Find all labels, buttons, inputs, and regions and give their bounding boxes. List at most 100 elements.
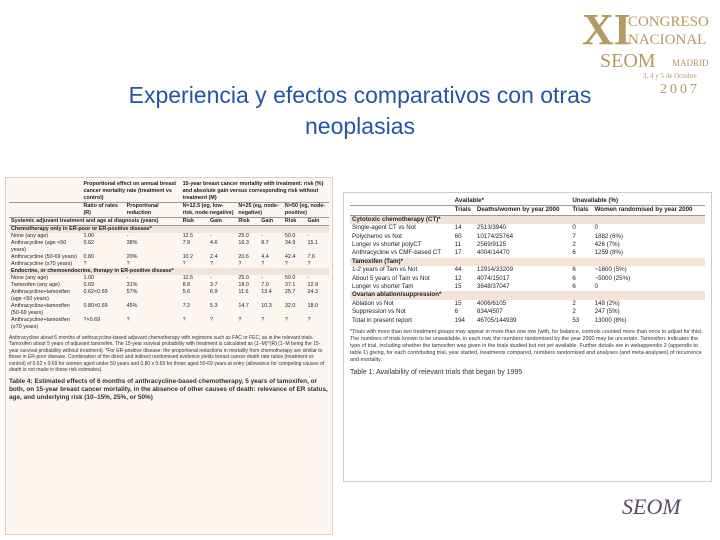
table-cell: 2 — [572, 241, 576, 249]
table-cell: ? — [284, 261, 288, 267]
table-cell: 14.7 — [238, 303, 249, 309]
table-row: Anthracycline (age <50 years) 0.62 38% 7.9 4… — [9, 240, 329, 254]
table-row: Single-agent CT vs Not 14 2513/3940 0 0 — [350, 224, 705, 232]
header-cell — [350, 205, 453, 216]
header-cell — [9, 202, 82, 218]
header-cell — [9, 181, 82, 203]
header-cell: Available* — [452, 197, 571, 207]
table-cell: 31% — [126, 282, 138, 288]
header-cell: Proportional effect on annual breast can… — [81, 181, 181, 203]
table-cell: ? — [83, 261, 87, 267]
table-cell: Longer vs shorter Tam — [352, 283, 414, 291]
table-cell: 5.3 — [209, 303, 218, 309]
table-cell: ? — [209, 261, 213, 267]
table-cell: 57% — [126, 289, 138, 295]
table-cell: 6 — [572, 266, 576, 274]
header-cell: Unavailable (%) — [570, 197, 705, 207]
section-row: Chemotherapy only in ER-poor or ER-posit… — [9, 225, 329, 233]
table-cell: 18.0 — [238, 282, 249, 288]
table-cell: - — [209, 275, 212, 281]
logo-city: MADRID — [672, 58, 709, 68]
table-cell: ? — [182, 261, 186, 267]
table-cell: 38% — [126, 240, 138, 246]
table-cell: 1259 (8%) — [594, 249, 624, 257]
table-row: Anthracycline vs CMF-based CT 17 4004/1447… — [350, 249, 705, 257]
table-cell: - — [209, 233, 212, 239]
table-cell: - — [261, 233, 264, 239]
table-cell: 6.9 — [209, 289, 218, 295]
table-cell: ? — [238, 317, 242, 323]
header-cell: Women randomised by year 2000 — [592, 205, 705, 216]
header-cell: Systemic adjuvant treatment and age at d… — [9, 217, 181, 226]
table-footnote: *Trials with more than two treatment gro… — [350, 329, 704, 364]
table-row: Longer vs shorter polyCT 11 2569/9125 2 426 … — [350, 241, 705, 249]
table-cell: 1-2 years of Tam vs Not — [352, 266, 418, 274]
table-cell: 11 — [454, 241, 462, 249]
table-cell: 16.3 — [238, 240, 249, 246]
table-cell: 0.62×0.69 — [83, 289, 108, 295]
table-cell: 0.69 — [83, 282, 94, 288]
table-cell: 15.1 — [307, 240, 318, 246]
table-footnote: Anthracycline about 6 months of anthracy… — [9, 335, 325, 374]
table-cell: Tamoxifen (Tam)* — [350, 257, 705, 267]
table-cell: 25.7 — [284, 289, 296, 295]
table-caption: Table 4: Estimated effects of 6 months o… — [9, 378, 328, 402]
table-cell: 50.0 — [284, 233, 296, 239]
table-cell: 53 — [572, 316, 580, 324]
table-cell: None (any age) — [11, 233, 49, 239]
header-cell: Risk — [180, 217, 208, 226]
table-cell: 10.3 — [261, 303, 272, 309]
table-cell: ? — [284, 317, 288, 323]
table-cell: 20% — [126, 254, 138, 260]
table-cell: 17 — [454, 249, 462, 257]
section-row: Tamoxifen (Tam)* — [350, 257, 705, 267]
table-cell: Tamoxifen (any age) — [11, 282, 60, 288]
table-cell: ? — [261, 261, 265, 267]
table-cell: Polychemo vs Not — [352, 232, 402, 240]
table-cell: 24.3 — [307, 289, 318, 295]
table-cell: 2 — [572, 308, 576, 316]
table-cell: 10.2 — [182, 254, 194, 260]
table-cell: Anthracycline+tamoxifen (≥70 years) — [11, 317, 70, 330]
table-cell: 14 — [454, 224, 462, 232]
table-cell: 25.0 — [238, 275, 249, 281]
table-cell: ? — [307, 317, 311, 323]
table-cell: 32.0 — [284, 303, 296, 309]
table-row: Anthracycline (≥70 years)???????? — [9, 261, 329, 268]
table-cell: 834/4507 — [476, 308, 503, 316]
table-cell: Longer vs shorter polyCT — [352, 241, 422, 249]
table-cell: 4006/6105 — [476, 299, 507, 307]
table-cell: 12.5 — [182, 275, 194, 281]
table-cell: ? — [126, 261, 130, 267]
table-cell: 2.4 — [209, 254, 218, 260]
table-cell: - — [307, 275, 310, 281]
table-cell: 7.6 — [307, 254, 315, 260]
table-row: None (any age) 1.00 - 12.5 - 25.0 - 50.0 - — [9, 275, 329, 282]
table-cell: 6 — [454, 308, 459, 316]
table-cell: ? — [209, 317, 213, 323]
table-cell: 7.9 — [182, 240, 191, 246]
header-cell: Deaths/women by year 2000 — [474, 205, 571, 216]
table-cell: Total in present report — [352, 316, 412, 324]
table-cell: 247 (5%) — [594, 308, 620, 316]
table-cell: ? — [307, 261, 311, 267]
table-cell: 45% — [126, 303, 138, 309]
table-cell: ? — [261, 317, 265, 323]
table-row: Ablation vs Not 15 4006/6105 2 148 (2%) — [350, 300, 705, 308]
table-cell: Anthracycline (≥70 years) — [11, 261, 73, 267]
logo-dates: 3, 4 y 5 de Octubre — [643, 72, 697, 80]
table-cell: Anthracycline+tamoxifen (age <50 years) — [11, 289, 70, 302]
table-cell: 1882 (6%) — [594, 232, 624, 240]
table-cell: - — [261, 275, 264, 281]
table-cell: ~5000 (25%) — [594, 274, 631, 282]
header-cell — [350, 197, 453, 207]
table-cell: Anthracycline+tamoxifen (50-69 years) — [11, 303, 70, 316]
logo-line: NACIONAL — [628, 32, 707, 48]
header-row: Ratio of rates (R) Proportional reduction… — [9, 202, 329, 218]
section-row: Ovarian ablation/suppression* — [350, 291, 705, 300]
table-cell: Anthracycline vs CMF-based CT — [352, 249, 442, 257]
table-cell: 426 (7%) — [594, 241, 620, 249]
table-cell: 50.0 — [284, 275, 296, 281]
table-cell: 37.1 — [284, 282, 296, 288]
table-row: Suppression vs Not 6 834/4507 2 247 (5%) — [350, 308, 705, 316]
